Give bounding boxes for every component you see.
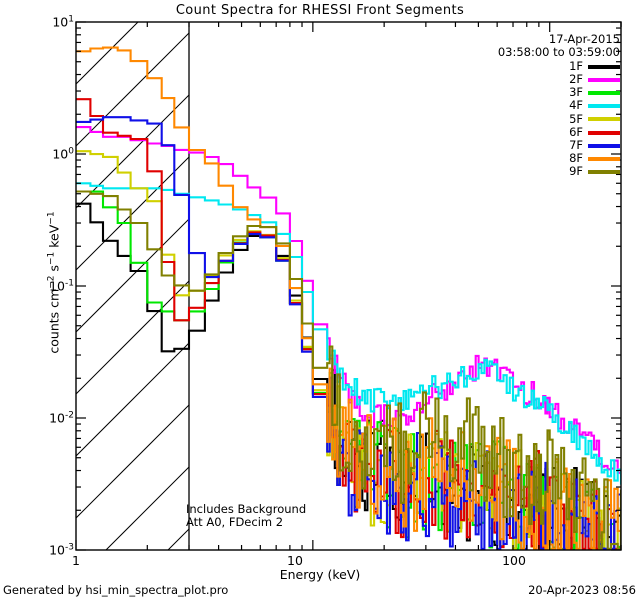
series-line-8f bbox=[76, 46, 621, 550]
legend-item-8f[interactable]: 8F bbox=[460, 152, 620, 165]
ytick-label-1e1: 101 bbox=[52, 14, 74, 30]
legend-item-label: 7F bbox=[569, 137, 583, 152]
hatch-line bbox=[76, 22, 201, 147]
xtick-label-100: 100 bbox=[502, 553, 526, 568]
legend-item-3f[interactable]: 3F bbox=[460, 86, 620, 99]
hatched-region bbox=[76, 22, 621, 550]
legend-color-swatch bbox=[588, 143, 620, 148]
legend-item-label: 2F bbox=[569, 72, 583, 87]
xtick-label-1: 1 bbox=[72, 553, 80, 568]
legend-item-6f[interactable]: 6F bbox=[460, 126, 620, 139]
page-title: Count Spectra for RHESSI Front Segments bbox=[175, 3, 465, 18]
series-group bbox=[76, 46, 621, 550]
legend-color-swatch bbox=[588, 156, 620, 161]
legend-color-swatch bbox=[588, 77, 620, 82]
series-line-9f bbox=[76, 190, 621, 550]
render-timestamp: 20-Apr-2023 08:56 bbox=[528, 583, 636, 597]
legend-color-swatch bbox=[588, 104, 620, 109]
legend-color-swatch bbox=[588, 90, 620, 95]
legend-color-swatch bbox=[588, 64, 620, 69]
legend-item-4f[interactable]: 4F bbox=[460, 100, 620, 113]
yaxis-title: counts cm−2 s−1 keV−1 bbox=[46, 211, 62, 354]
legend-item-label: 6F bbox=[569, 124, 583, 139]
annotation-line-1: Includes Background bbox=[186, 502, 307, 516]
legend-item-2f[interactable]: 2F bbox=[460, 73, 620, 86]
legend-item-label: 8F bbox=[569, 151, 583, 166]
legend-item-5f[interactable]: 5F bbox=[460, 113, 620, 126]
legend-color-swatch bbox=[588, 170, 620, 175]
generator-note: Generated by hsi_min_spectra_plot.pro bbox=[3, 583, 229, 597]
hatch-mask bbox=[189, 22, 621, 550]
legend-date: 17-Apr-2015 bbox=[548, 32, 620, 46]
xtick-label-10: 10 bbox=[287, 553, 303, 568]
annotation-line-2: Att A0, FDecim 2 bbox=[186, 514, 284, 529]
legend-item-label: 5F bbox=[569, 111, 583, 126]
ytick-label-1e-2: 10-2 bbox=[49, 410, 74, 426]
ytick-label-1e-1: 10-1 bbox=[49, 278, 74, 294]
ytick-label-1e-3: 10-3 bbox=[49, 542, 74, 558]
legend-item-7f[interactable]: 7F bbox=[460, 139, 620, 152]
legend-item-label: 1F bbox=[569, 58, 583, 73]
legend-item-9f[interactable]: 9F bbox=[460, 166, 620, 179]
legend-item-label: 9F bbox=[569, 164, 583, 179]
xaxis-title: Energy (keV) bbox=[279, 567, 361, 582]
legend: 1F 2F 3F 4F 5F 6F 7F 8F 9F bbox=[460, 60, 620, 179]
legend-time-range: 03:58:00 to 03:59:00 bbox=[497, 45, 620, 59]
legend-item-label: 3F bbox=[569, 85, 583, 100]
plot-annotation: Includes Background Att A0, FDecim 2 bbox=[186, 503, 306, 528]
legend-item-label: 4F bbox=[569, 98, 583, 113]
legend-item-1f[interactable]: 1F bbox=[460, 60, 620, 73]
ytick-label-1e0: 100 bbox=[52, 146, 74, 162]
legend-color-swatch bbox=[588, 117, 620, 122]
axis-ticks bbox=[75, 21, 622, 551]
legend-color-swatch bbox=[588, 130, 620, 135]
legend-header: 17-Apr-2015 03:58:00 to 03:59:00 bbox=[400, 33, 620, 59]
